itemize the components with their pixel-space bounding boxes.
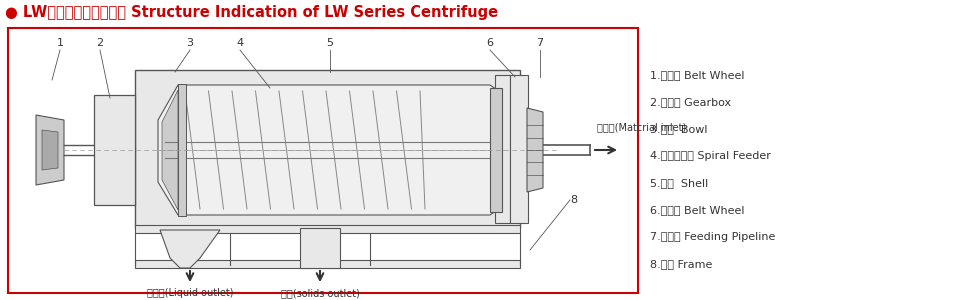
Bar: [178, 84, 186, 216]
Text: 出液口(Liquid outlet): 出液口(Liquid outlet): [147, 288, 233, 298]
Text: 5.外壳  Shell: 5.外壳 Shell: [650, 178, 709, 188]
Text: 5: 5: [327, 38, 333, 48]
Text: 3.转鼓  Bowl: 3.转鼓 Bowl: [650, 124, 708, 134]
Text: 8: 8: [570, 195, 577, 205]
Text: 6: 6: [487, 38, 494, 48]
Text: 6.皮带轮 Belt Wheel: 6.皮带轮 Belt Wheel: [650, 205, 745, 215]
Text: 固相(solids outlet): 固相(solids outlet): [281, 288, 360, 298]
Polygon shape: [158, 85, 500, 215]
Bar: [300, 228, 340, 268]
Polygon shape: [160, 230, 220, 268]
Polygon shape: [527, 108, 543, 192]
Text: 1: 1: [56, 38, 63, 48]
Bar: [490, 88, 502, 212]
Text: 2.差速器 Gearbox: 2.差速器 Gearbox: [650, 97, 731, 107]
Bar: [8, 28, 638, 293]
Polygon shape: [42, 130, 58, 170]
Polygon shape: [162, 90, 178, 210]
Text: 1.皮带轮 Belt Wheel: 1.皮带轮 Belt Wheel: [650, 70, 745, 80]
Text: 2: 2: [96, 38, 104, 48]
Text: 7.进料管 Feeding Pipeline: 7.进料管 Feeding Pipeline: [650, 232, 776, 242]
Bar: [495, 75, 510, 223]
Text: 4.螺旋输送器 Spiral Feeder: 4.螺旋输送器 Spiral Feeder: [650, 151, 771, 161]
Text: 4: 4: [236, 38, 244, 48]
Bar: [510, 75, 528, 223]
Text: 物料进(Matcrial inlet): 物料进(Matcrial inlet): [597, 122, 686, 132]
Bar: [135, 70, 520, 228]
Polygon shape: [36, 115, 64, 185]
Text: 3: 3: [187, 38, 193, 48]
Text: ● LW系列离心机结构示意 Structure Indication of LW Series Centrifuge: ● LW系列离心机结构示意 Structure Indication of LW…: [5, 5, 498, 20]
Text: 7: 7: [537, 38, 543, 48]
Bar: [135, 260, 520, 268]
Bar: [135, 225, 520, 233]
Text: 8.机座 Frame: 8.机座 Frame: [650, 259, 712, 269]
Bar: [94, 95, 135, 205]
